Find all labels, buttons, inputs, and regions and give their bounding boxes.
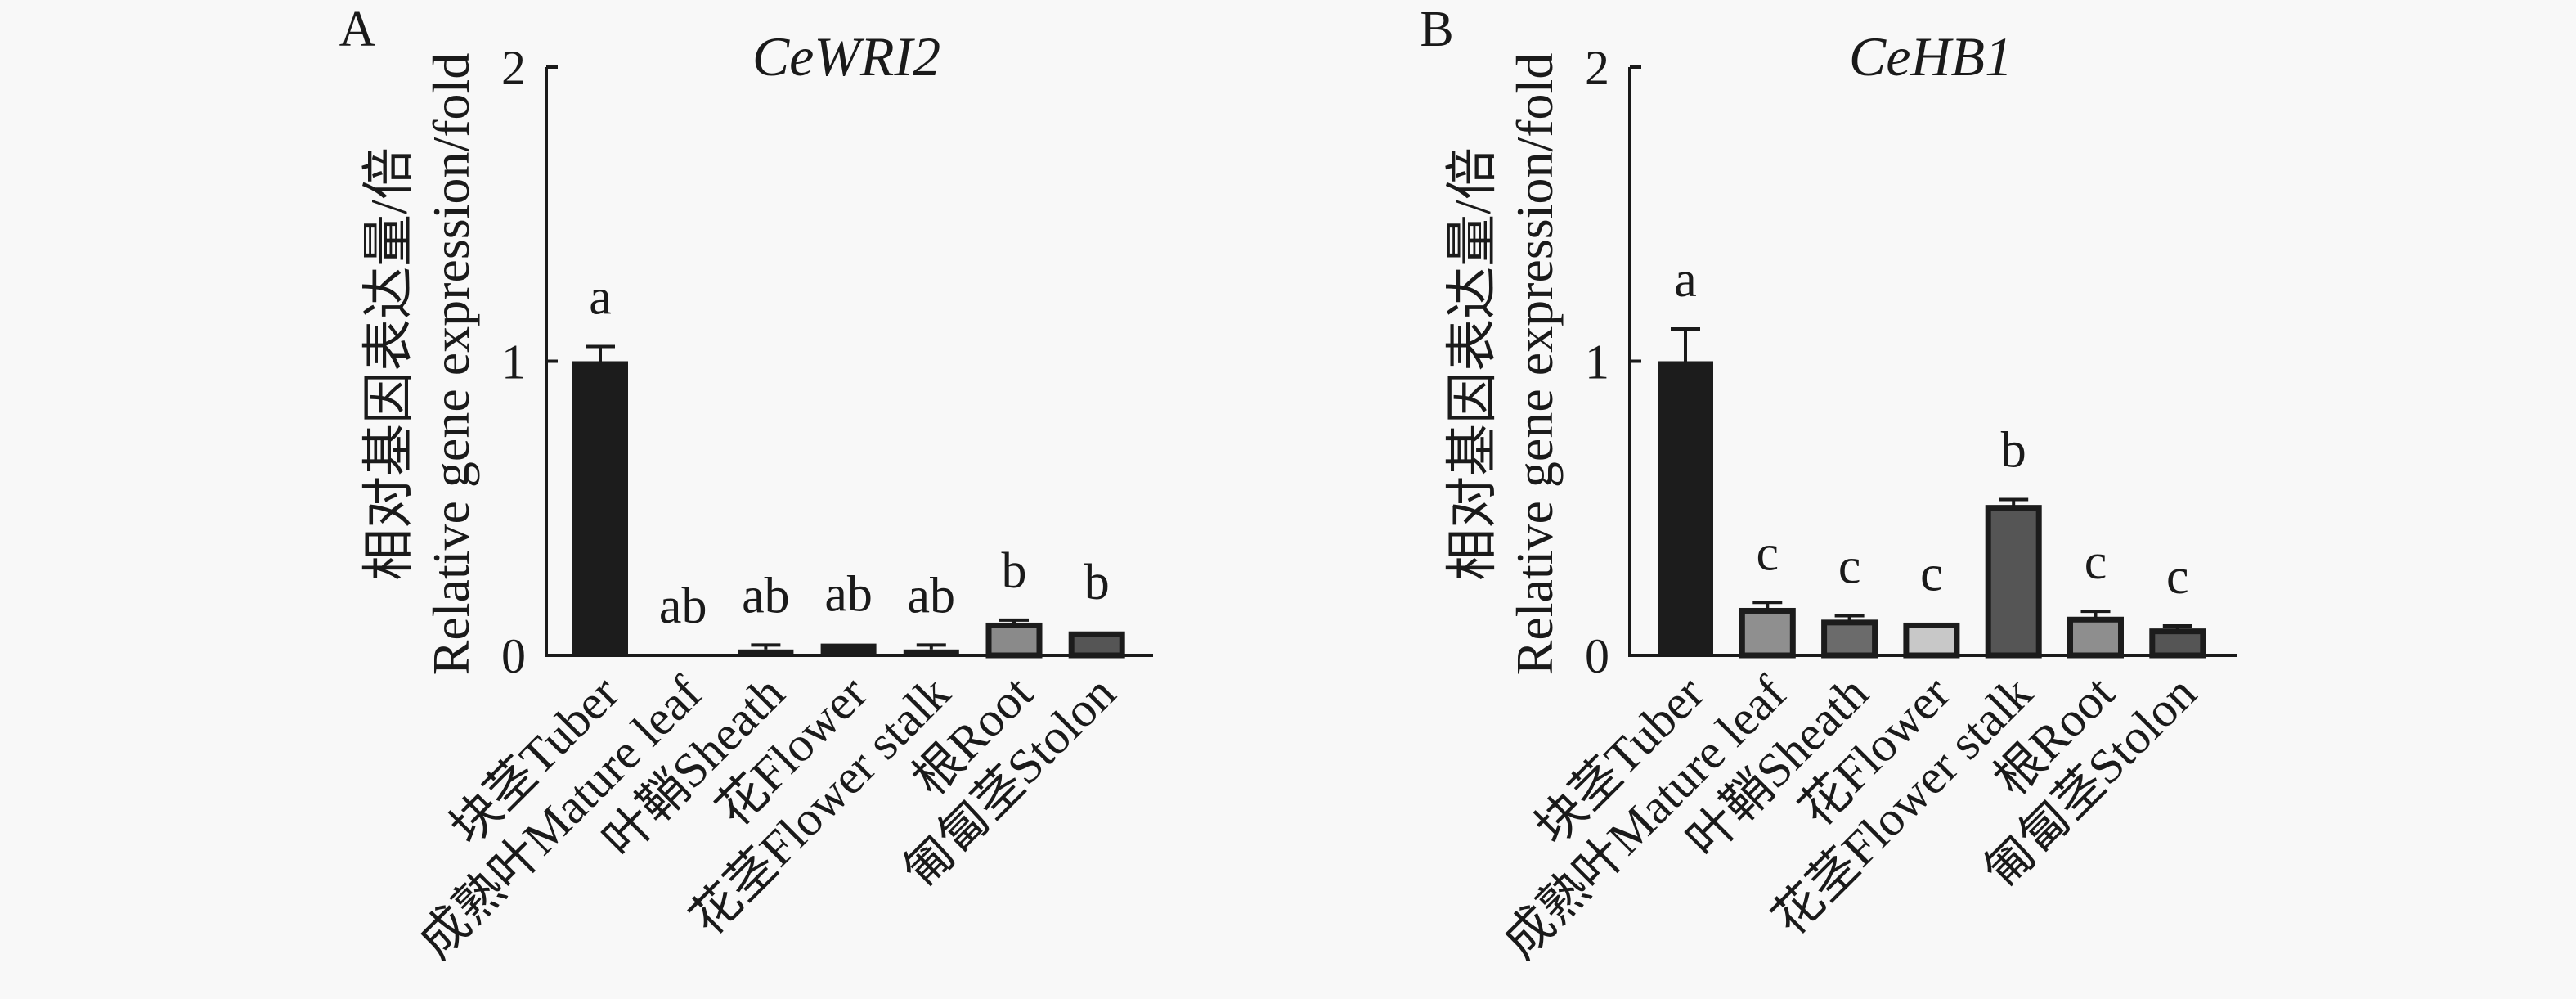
significance-label: c: [2166, 549, 2189, 605]
y-tick-label: 0: [501, 629, 526, 683]
bar: [2067, 616, 2124, 659]
significance-label: b: [1002, 543, 1027, 599]
y-axis-label-cn: 相对基因表达量/倍: [360, 147, 418, 581]
panel-b: B CeHB1 相对基因表达量/倍 Relative gene expressi…: [1420, 2, 2237, 969]
significance-label: c: [2085, 534, 2107, 590]
y-axis-label-en: Relative gene expression/fold: [1506, 53, 1564, 676]
bar: [1985, 505, 2042, 659]
significance-label: ab: [824, 567, 873, 623]
y-tick-label: 1: [1585, 335, 1609, 389]
bar: [1821, 619, 1878, 659]
y-axis-label-cn: 相对基因表达量/倍: [1443, 147, 1501, 581]
bars: aab ab ab ab b b: [572, 270, 1125, 659]
significance-label: b: [2001, 422, 2026, 478]
panel-letter: A: [339, 2, 376, 57]
bar: [572, 361, 628, 655]
significance-label: c: [1838, 538, 1861, 594]
bar: [1739, 607, 1796, 659]
significance-label: c: [1757, 525, 1779, 581]
significance-label: ab: [742, 568, 790, 623]
significance-label: b: [1084, 555, 1110, 610]
bar: [1658, 361, 1713, 655]
chart-title: CeWRI2: [752, 25, 940, 88]
significance-label: ab: [659, 578, 707, 634]
significance-label: a: [1674, 252, 1697, 308]
panel-a: A CeWRI2 相对基因表达量/倍 Relative gene express…: [339, 2, 1153, 969]
axes: 0 1 2: [501, 41, 1153, 683]
bars: a c c c b c c: [1658, 252, 2206, 659]
bar: [2149, 628, 2206, 659]
significance-label: c: [1920, 546, 1943, 601]
panel-letter: B: [1420, 2, 1453, 57]
significance-label: a: [589, 270, 612, 326]
y-tick-label: 2: [1585, 41, 1609, 95]
bar: [903, 649, 959, 655]
bar: [985, 622, 1043, 659]
bar: [1068, 631, 1125, 659]
bar: [820, 643, 877, 655]
y-tick-label: 0: [1585, 629, 1609, 683]
y-tick-label: 2: [501, 41, 526, 95]
y-tick-label: 1: [501, 335, 526, 389]
y-axis-label-en: Relative gene expression/fold: [422, 53, 480, 676]
bar: [738, 649, 794, 655]
chart-title: CeHB1: [1849, 25, 2013, 88]
significance-label: ab: [908, 568, 956, 623]
bar: [1903, 622, 1960, 659]
